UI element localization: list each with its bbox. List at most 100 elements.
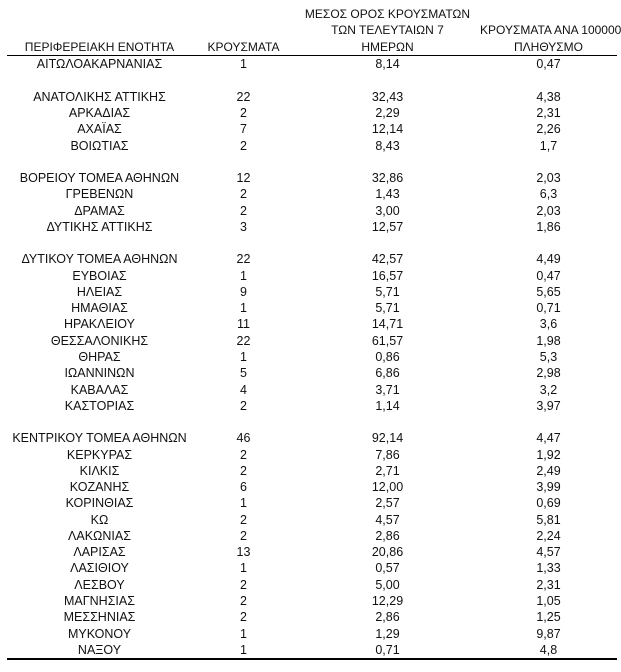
cases-cell: 2 [240, 463, 247, 478]
per100k-cell: 2,31 [536, 106, 561, 121]
table-row: ΗΜΑΘΙΑΣ 1 5,71 0,71 [7, 300, 617, 316]
region-cell [7, 235, 192, 251]
cases-cell: 12 [236, 171, 251, 186]
cases-cell: 6 [240, 480, 247, 495]
region-cell [7, 414, 192, 430]
table-row: ΜΥΚΟΝΟΥ 1 1,29 9,87 [7, 626, 617, 642]
cases-cell: 2 [240, 528, 247, 543]
table-row: ΔΥΤΙΚΗΣ ΑΤΤΙΚΗΣ 3 12,57 1,86 [7, 219, 617, 235]
per100k-cell: 1,92 [536, 447, 561, 462]
table-row: ΑΝΑΤΟΛΙΚΗΣ ΑΤΤΙΚΗΣ 22 32,43 4,38 [7, 89, 617, 105]
region-cell: ΑΧΑΪΑΣ [77, 122, 122, 137]
per100k-cell: 2,26 [536, 122, 561, 137]
avg7-cell: 2,86 [375, 528, 400, 543]
cases-cell: 2 [240, 203, 247, 218]
cases-cell: 13 [236, 545, 251, 560]
table-row: ΓΡΕΒΕΝΩΝ 2 1,43 6,3 [7, 186, 617, 202]
column-header-cases-per-100000: ΚΡΟΥΣΜΑΤΑ ΑΝΑ 100000 ΠΛΗΘΥΣΜΟ [480, 6, 621, 57]
per100k-cell: 1,05 [536, 593, 561, 608]
region-cell: ΒΟΙΩΤΙΑΣ [70, 138, 129, 153]
column-header-cases: ΚΡΟΥΣΜΑΤΑ [192, 6, 295, 57]
region-cell: ΗΡΑΚΛΕΙΟΥ [64, 317, 135, 332]
table-row: ΝΑΞΟΥ 1 0,71 4,8 [7, 642, 617, 659]
avg7-cell: 0,71 [375, 642, 400, 657]
table-row: ΑΧΑΪΑΣ 7 12,14 2,26 [7, 121, 617, 137]
avg7-cell: 1,43 [375, 187, 400, 202]
avg7-cell: 2,57 [375, 496, 400, 511]
table-row: ΗΛΕΙΑΣ 9 5,71 5,65 [7, 284, 617, 300]
table-row: ΛΑΡΙΣΑΣ 13 20,86 4,57 [7, 544, 617, 560]
region-cell: ΚΟΖΑΝΗΣ [69, 480, 130, 495]
region-cell: ΚΑΣΤΟΡΙΑΣ [64, 398, 135, 413]
per100k-cell: 2,03 [536, 171, 561, 186]
region-cell: ΕΥΒΟΙΑΣ [72, 268, 127, 283]
column-header-regional-unit: ΠΕΡΙΦΕΡΕΙΑΚΗ ΕΝΟΤΗΤΑ [7, 6, 192, 57]
column-header-avg-last-7-days: ΜΕΣΟΣ ΟΡΟΣ ΚΡΟΥΣΜΑΤΩΝ ΤΩΝ ΤΕΛΕΥΤΑΙΩΝ 7 Η… [295, 6, 480, 57]
avg7-cell [295, 414, 480, 430]
avg7-cell: 0,86 [375, 350, 400, 364]
spacer-row [7, 414, 617, 430]
spacer-row [7, 154, 617, 170]
region-cell: ΜΥΚΟΝΟΥ [67, 626, 132, 641]
per100k-cell: 4,8 [539, 642, 558, 657]
region-cell: ΜΑΓΝΗΣΙΑΣ [64, 593, 135, 608]
cases-cell: 1 [240, 301, 247, 316]
per100k-cell [480, 72, 617, 88]
region-cell: ΔΥΤΙΚΗΣ ΑΤΤΙΚΗΣ [46, 219, 153, 234]
region-cell: ΝΑΞΟΥ [77, 642, 122, 657]
cases-cell: 22 [236, 89, 251, 104]
avg7-cell: 2,86 [375, 610, 400, 625]
per100k-cell: 0,47 [536, 57, 561, 72]
avg7-cell [295, 235, 480, 251]
avg7-cell: 12,57 [371, 219, 404, 234]
per100k-cell: 9,87 [536, 626, 561, 641]
per100k-cell: 2,03 [536, 203, 561, 218]
avg7-cell: 1,29 [375, 626, 400, 641]
table-row: ΔΥΤΙΚΟΥ ΤΟΜΕΑ ΑΘΗΝΩΝ 22 42,57 4,49 [7, 251, 617, 267]
cases-cell: 2 [240, 512, 247, 527]
cases-cell: 4 [240, 382, 247, 397]
table-row: ΛΕΣΒΟΥ 2 5,00 2,31 [7, 577, 617, 593]
per100k-cell: 3,6 [539, 317, 558, 332]
cases-cell: 22 [236, 333, 251, 348]
table-header-row: ΠΕΡΙΦΕΡΕΙΑΚΗ ΕΝΟΤΗΤΑ ΚΡΟΥΣΜΑΤΑ ΜΕΣΟΣ ΟΡΟ… [7, 6, 621, 57]
covid-cases-by-regional-unit-table: ΠΕΡΙΦΕΡΕΙΑΚΗ ΕΝΟΤΗΤΑ ΚΡΟΥΣΜΑΤΑ ΜΕΣΟΣ ΟΡΟ… [7, 6, 621, 661]
per100k-cell: 2,98 [536, 366, 561, 381]
avg7-cell: 61,57 [371, 333, 404, 348]
region-cell: ΒΟΡΕΙΟΥ ΤΟΜΕΑ ΑΘΗΝΩΝ [19, 171, 180, 186]
cases-cell [192, 235, 295, 251]
avg7-cell: 4,57 [375, 512, 400, 527]
cases-cell [192, 154, 295, 170]
cases-cell: 2 [240, 187, 247, 202]
table-row: ΚΟΖΑΝΗΣ 6 12,00 3,99 [7, 479, 617, 495]
table-row: ΚΑΒΑΛΑΣ 4 3,71 3,2 [7, 382, 617, 398]
avg7-cell [295, 154, 480, 170]
cases-cell: 2 [240, 593, 247, 608]
table-row: ΚΙΛΚΙΣ 2 2,71 2,49 [7, 463, 617, 479]
table-row: ΗΡΑΚΛΕΙΟΥ 11 14,71 3,6 [7, 316, 617, 332]
region-cell: ΘΕΣΣΑΛΟΝΙΚΗΣ [50, 333, 149, 348]
cases-cell: 1 [240, 626, 247, 641]
per100k-cell: 3,2 [539, 382, 558, 397]
avg7-cell: 7,86 [375, 447, 400, 462]
table-row: ΛΑΚΩΝΙΑΣ 2 2,86 2,24 [7, 528, 617, 544]
cases-cell: 2 [240, 398, 247, 413]
per100k-cell: 4,49 [536, 252, 561, 267]
table-row: ΕΥΒΟΙΑΣ 1 16,57 0,47 [7, 268, 617, 284]
per100k-cell: 2,24 [536, 528, 561, 543]
avg7-cell: 32,43 [371, 89, 404, 104]
table-row: ΚΑΣΤΟΡΙΑΣ 2 1,14 3,97 [7, 398, 617, 414]
cases-cell: 1 [240, 268, 247, 283]
region-cell: ΘΗΡΑΣ [78, 350, 121, 364]
per100k-cell: 3,99 [536, 480, 561, 495]
region-cell: ΚΕΝΤΡΙΚΟΥ ΤΟΜΕΑ ΑΘΗΝΩΝ [12, 431, 187, 446]
cases-cell: 3 [240, 219, 247, 234]
per100k-cell: 4,47 [536, 431, 561, 446]
avg7-cell: 8,43 [375, 138, 400, 153]
per100k-cell: 0,69 [536, 496, 561, 511]
per100k-cell: 4,57 [536, 545, 561, 560]
region-cell: ΗΜΑΘΙΑΣ [71, 301, 128, 316]
per100k-cell: 3,97 [536, 398, 561, 413]
region-cell: ΑΙΤΩΛΟΑΚΑΡΝΑΝΙΑΣ [36, 57, 163, 72]
